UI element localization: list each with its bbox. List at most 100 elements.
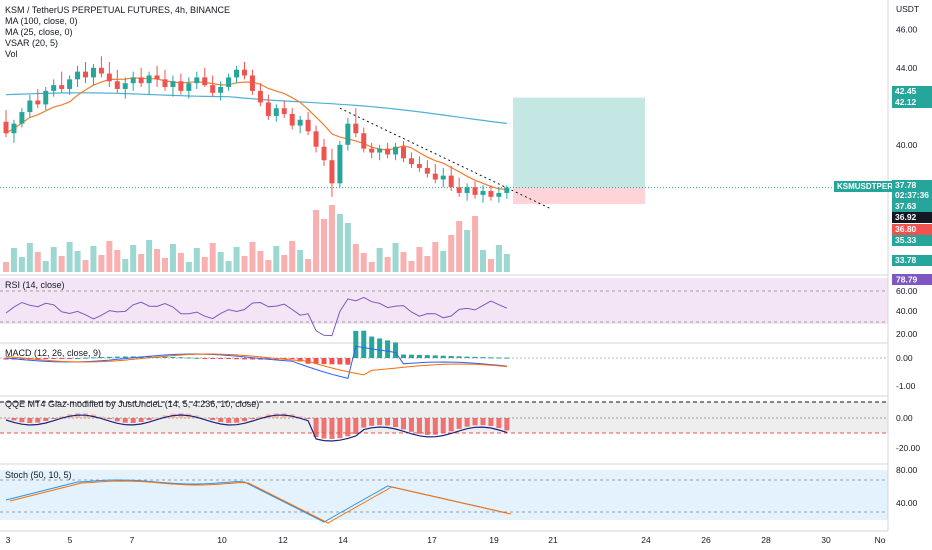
candle-body (11, 123, 17, 134)
qqe-histogram-bar (464, 418, 470, 427)
volume-bar (98, 255, 105, 272)
volume-bar (336, 214, 343, 272)
macd-histogram-bar (178, 357, 184, 359)
candle-body (154, 75, 160, 80)
macd-histogram-bar (43, 358, 49, 360)
macd-histogram-bar (424, 355, 430, 358)
candle-body (138, 77, 144, 84)
qqe-histogram-bar (488, 418, 494, 427)
candle-body (3, 121, 9, 134)
qqe-histogram-bar (480, 418, 486, 426)
macd-histogram-bar (75, 357, 81, 359)
candle-body (130, 77, 136, 84)
qqe-histogram-bar (353, 418, 359, 434)
legend-vol[interactable]: Vol (5, 49, 18, 59)
rsi-line (5, 296, 508, 337)
candle-body (408, 158, 414, 165)
price-tag: 37.78 (892, 180, 932, 191)
candle-body (51, 85, 57, 91)
macd-histogram-bar (297, 358, 303, 362)
legend-ma25[interactable]: MA (25, close, 0) (5, 27, 73, 37)
stoch-d-line (9, 480, 512, 524)
legend-title[interactable]: KSM / TetherUS PERPETUAL FUTURES, 4h, BI… (5, 5, 231, 15)
price-tag: 42.45 (892, 86, 932, 97)
macd-histogram-bar (98, 357, 104, 359)
volume-bar (241, 256, 248, 272)
qqe-histogram-bar (234, 418, 240, 423)
rsi-pane-band (0, 278, 888, 324)
volume-bar (66, 242, 73, 272)
candle-body (27, 100, 33, 113)
macd-histogram-bar (345, 358, 351, 365)
macd-histogram-bar (361, 330, 367, 358)
volume-bar (273, 246, 280, 272)
candle-body (321, 146, 327, 161)
volume-bar (305, 259, 312, 272)
stoch-pane (0, 479, 888, 524)
time-tick-label: 7 (130, 535, 135, 545)
rsi-label[interactable]: RSI (14, close) (5, 280, 65, 290)
macd-histogram-bar (226, 358, 232, 360)
rsi-value-tag (892, 274, 932, 285)
qqe-histogram-bar (51, 418, 57, 419)
volume-bar (503, 254, 510, 272)
macd-histogram-bar (3, 358, 9, 360)
volume-bar (217, 252, 224, 272)
macd-histogram-bar (432, 355, 438, 358)
candle-body (345, 123, 351, 145)
price-unit-label: USDT (896, 4, 920, 14)
macd-label[interactable]: MACD (12, 26, close, 9) (5, 348, 102, 358)
macd-histogram-bar (51, 358, 57, 359)
volume-bar (201, 257, 208, 272)
candle-body (242, 69, 247, 76)
qqe-tick-label: -20.00 (896, 443, 920, 453)
time-tick-label: 17 (427, 535, 437, 545)
qqe-histogram-bar (226, 418, 232, 423)
qqe-histogram-bar (3, 418, 9, 419)
volume-bar (328, 205, 335, 272)
candle-body (297, 119, 303, 126)
volume-bar (82, 260, 89, 272)
macd-pane (0, 330, 888, 380)
volume-bar (90, 246, 97, 272)
macd-histogram-bar (186, 357, 192, 359)
candle-body (194, 77, 200, 84)
macd-histogram-bar (448, 356, 454, 358)
macd-histogram-bar (194, 357, 200, 359)
candle-body (440, 175, 446, 180)
candle-body (67, 79, 73, 89)
legend-vsar[interactable]: VSAR (20, 5) (5, 38, 59, 48)
qqe-histogram-bar (424, 418, 430, 435)
price-tag: 33.78 (892, 255, 932, 266)
candle-body (464, 187, 470, 193)
volume-bar (289, 241, 296, 272)
qqe-histogram-bar (242, 418, 247, 422)
macd-histogram-bar (122, 356, 128, 358)
ma25-line (5, 77, 507, 191)
candle-body (337, 144, 343, 184)
macd-histogram-bar (218, 358, 224, 359)
candle-body (424, 167, 430, 174)
qqe-label[interactable]: QQE MT4 Glaz-modified by JustUncleL (14,… (5, 399, 260, 409)
volume-bar (162, 258, 168, 272)
volume-bar (146, 240, 153, 272)
qqe-histogram-bar (43, 418, 49, 421)
candle-body (83, 71, 88, 78)
macd-histogram-bar (289, 358, 295, 360)
candle-body (504, 187, 510, 193)
legend-ma100[interactable]: MA (100, close, 0) (5, 16, 78, 26)
macd-histogram-bar (313, 358, 319, 364)
price-tick-label: 46.00 (896, 24, 918, 34)
volume-bar (185, 262, 192, 272)
qqe-histogram-bar (345, 418, 351, 437)
qqe-histogram-bar (19, 418, 25, 423)
candle-body (289, 114, 295, 126)
candle-body (456, 187, 462, 193)
qqe-histogram-bar (154, 417, 160, 419)
macd-histogram-bar (19, 358, 25, 360)
macd-histogram-bar (249, 358, 255, 360)
candle-body (496, 192, 502, 197)
stoch-label[interactable]: Stoch (50, 10, 5) (5, 470, 72, 480)
qqe-histogram-bar (377, 418, 383, 426)
